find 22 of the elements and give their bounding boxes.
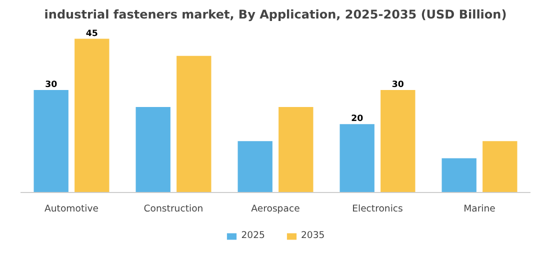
bar	[380, 90, 416, 192]
bar	[238, 141, 272, 192]
bar	[278, 107, 314, 192]
bar	[34, 90, 68, 192]
data-label: 30	[392, 80, 404, 90]
bar	[136, 107, 170, 192]
data-label: 20	[351, 114, 364, 124]
legend-label: 2035	[301, 230, 325, 241]
x-tick-label: Marine	[464, 203, 496, 214]
x-tick-label: Aerospace	[251, 203, 300, 214]
x-tick-label: Automotive	[44, 203, 99, 214]
bar	[176, 56, 212, 192]
bar	[340, 124, 374, 192]
x-tick-label: Construction	[144, 203, 204, 214]
data-label: 45	[86, 28, 98, 39]
bar	[442, 158, 476, 192]
x-tick-label: Electronics	[352, 203, 404, 214]
data-label: 30	[45, 80, 58, 90]
bar	[74, 38, 110, 192]
chart-title: industrial fasteners market, By Application, 2025-2035 (USD Billion)	[44, 8, 507, 22]
bar	[482, 141, 518, 192]
legend-label: 2025	[241, 230, 265, 241]
